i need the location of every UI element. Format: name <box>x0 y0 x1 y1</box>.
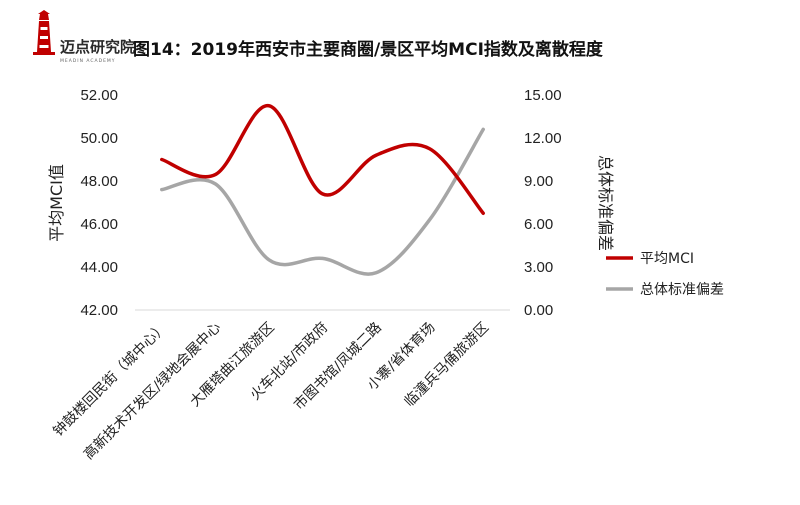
y2-tick-label: 6.00 <box>524 216 553 233</box>
legend-item-std: 总体标准偏差 <box>606 282 724 298</box>
x-tick-label: 市图书馆/凤城二路 <box>290 319 385 414</box>
y2-tick-label: 12.00 <box>524 130 562 147</box>
legend: 平均MCI 总体标准偏差 <box>606 251 724 298</box>
y2-tick-label: 15.00 <box>524 87 562 104</box>
chart-title: 图14：2019年西安市主要商圈/景区平均MCI指数及离散程度 <box>133 39 604 60</box>
y2-axis-label: 总体标准偏差 <box>596 155 615 251</box>
logo-subtext: MEADIN ACADEMY <box>60 58 116 64</box>
y-tick-label: 46.00 <box>80 216 118 233</box>
lighthouse-icon <box>33 10 55 55</box>
series-line-mci <box>160 104 485 215</box>
y-axis-label: 平均MCI值 <box>47 164 66 242</box>
series-lines <box>160 104 485 276</box>
y-tick-label: 52.00 <box>80 87 118 104</box>
y-tick-label: 48.00 <box>80 173 118 190</box>
logo: 迈点研究院 MEADIN ACADEMY <box>33 10 135 64</box>
y2-tick-label: 9.00 <box>524 173 553 190</box>
y-tick-label: 50.00 <box>80 130 118 147</box>
y-tick-label: 42.00 <box>80 302 118 319</box>
y2-tick-label: 0.00 <box>524 302 553 319</box>
logo-text: 迈点研究院 <box>60 38 135 56</box>
legend-label-std: 总体标准偏差 <box>640 282 724 298</box>
legend-label-mci: 平均MCI <box>640 251 694 267</box>
y2-axis-ticks: 0.00 3.00 6.00 9.00 12.00 15.00 <box>524 87 562 319</box>
y-axis-ticks: 42.00 44.00 46.00 48.00 50.00 52.00 <box>80 87 118 319</box>
y2-tick-label: 3.00 <box>524 259 553 276</box>
legend-item-mci: 平均MCI <box>606 251 694 267</box>
series-line-std <box>160 127 485 276</box>
y-tick-label: 44.00 <box>80 259 118 276</box>
x-axis-ticks: 钟鼓楼回民街（城中心）高新技术开发区/绿地会展中心大雁塔曲江旅游区火车北站/市政… <box>50 319 492 463</box>
